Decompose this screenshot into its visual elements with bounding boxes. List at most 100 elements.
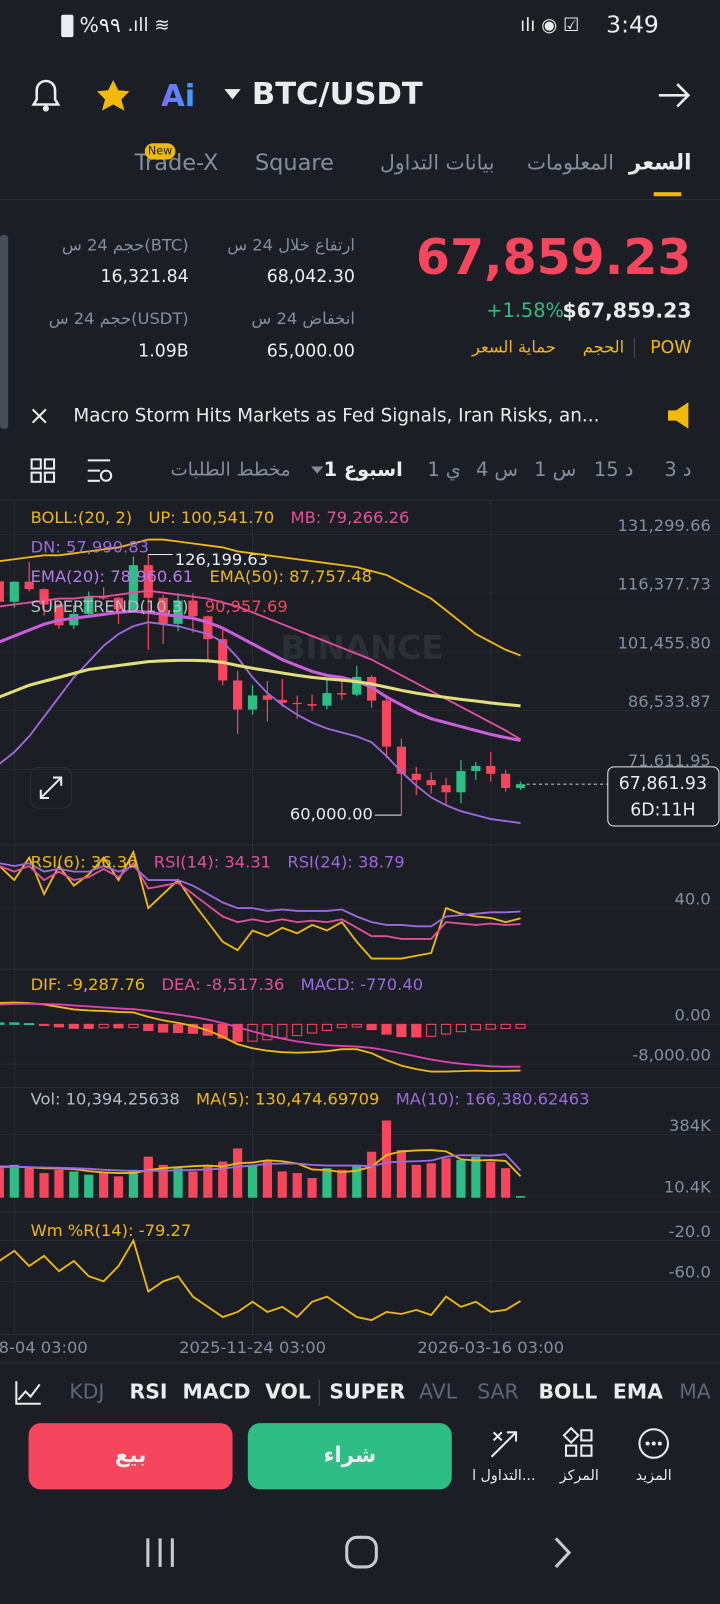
tab[interactable]: المعلومات [527, 151, 614, 175]
volume-bar [486, 1161, 496, 1198]
macd-bar [128, 1023, 139, 1029]
last-price-box [607, 766, 720, 827]
interval[interactable]: 1 س [534, 458, 576, 481]
candle-body [426, 780, 436, 786]
nav-recent[interactable] [146, 1538, 174, 1567]
trade-icon[interactable] [490, 1431, 518, 1458]
tab[interactable]: Square [255, 150, 334, 176]
interval[interactable]: 1 ي [427, 458, 461, 481]
interval[interactable]: 1 اسبوع [324, 458, 403, 481]
buy-button[interactable] [247, 1423, 452, 1490]
more-icon[interactable] [638, 1428, 670, 1459]
macd-bar [187, 1023, 199, 1034]
macd-bar [83, 1023, 94, 1029]
x-tick-label: 2025-08-04 03:00 [0, 1338, 88, 1357]
interval[interactable]: 3 د [664, 458, 691, 481]
last-price: 67,859.23 [416, 229, 692, 286]
volume-bar [39, 1173, 49, 1198]
indicator-tab[interactable]: RSI [130, 1380, 168, 1404]
volume-bar [0, 1168, 4, 1198]
indicator-tab[interactable]: VOL [265, 1380, 311, 1404]
action-label[interactable]: المركز [559, 1468, 599, 1484]
indicator-tab[interactable]: MA [679, 1380, 711, 1404]
macd-bar [217, 1023, 228, 1039]
indicator-tab[interactable]: KDJ [69, 1380, 104, 1404]
indicator-tab[interactable]: MACD [183, 1380, 251, 1404]
star-icon[interactable] [96, 80, 130, 111]
position-icon[interactable] [562, 1426, 593, 1457]
candle-body [501, 773, 511, 788]
volume-bar [352, 1164, 362, 1198]
bell-icon[interactable] [31, 79, 61, 112]
tag[interactable]: POW [650, 338, 691, 358]
indicator-tab[interactable]: BOLL [538, 1380, 597, 1404]
candle-body [39, 589, 49, 605]
indicator-line [0, 609, 521, 742]
indicator-tab[interactable]: SAR [477, 1380, 518, 1404]
nav-home[interactable] [345, 1535, 378, 1569]
interval[interactable]: 4 س [476, 458, 518, 481]
close-news[interactable] [31, 408, 47, 424]
candle-body [54, 604, 64, 626]
indicator-tab[interactable]: SUPER [329, 1380, 405, 1404]
volume-bar [113, 1176, 124, 1198]
indicator-icon[interactable] [15, 1381, 41, 1405]
candle-body [262, 695, 272, 700]
chart-area: BINANCE 126,199.63 60,000.00 67,861.93 6D:11… [0, 500, 720, 1335]
legend-item: SUPERTREND(10,3) [31, 597, 189, 616]
fullscreen-button[interactable] [30, 766, 72, 809]
ai-button[interactable]: Ai [161, 79, 195, 114]
candle-body [381, 700, 392, 747]
volume-bar [396, 1150, 406, 1198]
y-tick-label: 384K [669, 1116, 712, 1135]
settings-icon[interactable] [87, 459, 113, 482]
macd-bar [53, 1023, 65, 1028]
interval-dropdown[interactable] [311, 466, 324, 474]
indicator-tab[interactable]: EMA [613, 1380, 663, 1404]
dropdown-icon[interactable] [224, 89, 241, 100]
stat-value: 1.09B [138, 341, 188, 361]
legend-item: DEA: -8,517.36 [162, 975, 285, 994]
nav-back[interactable] [554, 1537, 572, 1568]
macd-bar [515, 1023, 526, 1029]
macd-bar [0, 1022, 5, 1025]
action-label[interactable]: التداول ا... [472, 1468, 535, 1484]
usd-price: $67,859.23 [563, 299, 692, 323]
status-icons: ılı ◉ ☑ [520, 15, 579, 36]
stat-value: 65,000.00 [267, 341, 355, 361]
interval[interactable]: 15 د [594, 458, 633, 481]
macd-bar [426, 1023, 437, 1037]
macd-bar [500, 1023, 511, 1030]
y-tick-label: 86,533.87 [628, 692, 711, 711]
tag[interactable]: حماية السعر [471, 338, 556, 358]
candle-body [158, 597, 168, 624]
tab[interactable]: السعر [628, 151, 692, 176]
tab[interactable]: بيانات التداول [380, 151, 495, 175]
indicator-tab[interactable]: AVL [419, 1380, 458, 1404]
candle-body [277, 699, 287, 703]
tag[interactable]: الحجم [583, 338, 624, 357]
indicator-line [0, 589, 521, 741]
indicator-line [0, 1001, 521, 1073]
candle-body [24, 581, 34, 590]
legend-item: RSI(6): 36.36 [31, 853, 138, 872]
news-text[interactable]: Macro Storm Hits Markets as Fed Signals,… [73, 406, 599, 427]
macd-bar [411, 1023, 422, 1038]
countdown: 6D:11H [630, 801, 695, 821]
depth-chart[interactable]: مخطط الطلبات [170, 460, 290, 481]
sell-button[interactable] [28, 1423, 233, 1490]
legend-item: RSI(24): 38.79 [287, 853, 404, 872]
layout-icon[interactable] [30, 458, 56, 483]
megaphone-icon [667, 402, 689, 429]
y-tick-label: 116,377.73 [618, 575, 711, 594]
back-arrow[interactable] [658, 83, 691, 108]
volume-bar [367, 1151, 377, 1198]
pair-name[interactable]: BTC/USDT [252, 77, 423, 112]
candle-body [471, 765, 481, 772]
macd-bar [455, 1023, 467, 1033]
action-label[interactable]: المزيد [636, 1468, 672, 1484]
legend-item: Wm %R(14): -79.27 [31, 1221, 192, 1240]
volume-bar [203, 1166, 213, 1198]
